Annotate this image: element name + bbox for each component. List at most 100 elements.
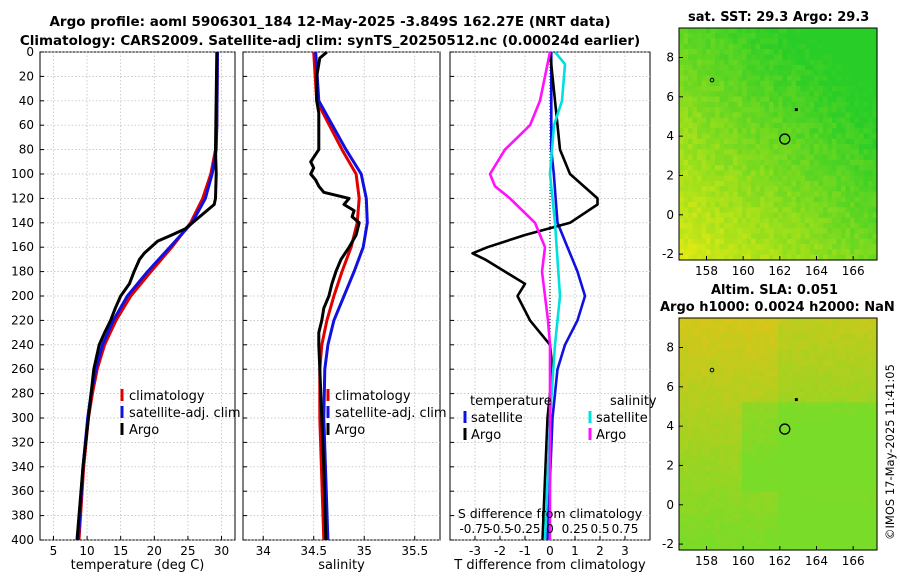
map-cell — [818, 528, 824, 535]
map-cell — [692, 328, 698, 335]
map-cell — [764, 397, 770, 403]
map-cell — [818, 444, 824, 451]
map-cell — [755, 518, 761, 525]
map-cell — [805, 64, 811, 71]
map-cell — [791, 228, 797, 235]
map-cell — [787, 249, 793, 256]
map-cell — [719, 544, 725, 551]
map-cell — [701, 428, 707, 435]
map-cell — [710, 170, 716, 177]
map-cell — [796, 502, 802, 509]
map-cell — [755, 122, 761, 129]
map-cell — [688, 323, 694, 330]
map-cell — [845, 86, 851, 92]
map-cell — [692, 539, 698, 546]
map-cell — [850, 539, 856, 546]
map-cell — [868, 534, 874, 541]
map-cell — [823, 191, 829, 198]
map-cell — [841, 217, 847, 224]
map-cell — [773, 534, 779, 541]
map-cell — [787, 70, 793, 77]
map-cell — [872, 138, 878, 145]
map-cell — [850, 397, 856, 403]
map-cell — [854, 428, 860, 435]
map-cell — [724, 244, 730, 251]
map-cell — [841, 86, 847, 92]
island-marker — [794, 398, 798, 402]
map-cell — [805, 523, 811, 530]
map-cell — [814, 407, 820, 414]
map-cell — [827, 86, 833, 92]
map-cell — [692, 202, 698, 208]
map-cell — [809, 107, 815, 113]
map-cell — [854, 497, 860, 504]
map-cell — [872, 186, 878, 193]
map-cell — [683, 217, 689, 224]
map-cell — [683, 544, 689, 551]
map-cell — [679, 407, 685, 414]
map-cell — [850, 381, 856, 388]
map-cell — [769, 523, 775, 530]
map-cell — [854, 128, 860, 135]
map-cell — [832, 186, 838, 193]
map-cell — [746, 528, 752, 535]
map-cell — [854, 528, 860, 535]
map-cell — [697, 460, 703, 467]
map-cell — [800, 339, 806, 345]
map-cell — [796, 344, 802, 351]
map-cell — [679, 217, 685, 224]
map-cell — [751, 154, 757, 161]
map-cell — [773, 339, 779, 345]
map-cell — [854, 476, 860, 483]
map-cell — [724, 170, 730, 177]
map-cell — [733, 470, 739, 477]
map-cell — [787, 544, 793, 551]
map-cell — [701, 328, 707, 335]
map-cell — [778, 460, 784, 467]
map-cell — [814, 223, 820, 229]
map-cell — [706, 70, 712, 77]
map-cell — [764, 75, 770, 82]
map-cell — [728, 444, 734, 451]
map-cell — [724, 434, 730, 440]
map-cell — [733, 33, 739, 40]
map-cell — [796, 418, 802, 425]
map-cell — [688, 170, 694, 177]
map-cell — [800, 376, 806, 382]
map-cell — [809, 444, 815, 451]
map-cell — [706, 486, 712, 493]
map-cell — [683, 486, 689, 493]
map-cell — [782, 486, 788, 493]
map-cell — [746, 455, 752, 461]
map-cell — [778, 492, 784, 498]
map-cell — [751, 434, 757, 440]
map-cell — [751, 492, 757, 498]
map-cell — [836, 402, 842, 409]
map-cell — [679, 439, 685, 446]
map-cell — [818, 455, 824, 461]
map-cell — [746, 238, 752, 245]
map-cell — [832, 507, 838, 514]
map-cell — [796, 323, 802, 330]
map-cell — [800, 455, 806, 461]
map-cell — [701, 207, 707, 214]
map-cell — [814, 64, 820, 71]
map-cell — [683, 180, 689, 187]
map-cell — [692, 412, 698, 419]
map-cell — [859, 122, 865, 129]
map-cell — [773, 365, 779, 372]
map-cell — [688, 439, 694, 446]
map-cell — [832, 107, 838, 113]
map-cell — [796, 381, 802, 388]
map-cell — [809, 513, 815, 519]
map-cell — [809, 70, 815, 77]
map-cell — [715, 465, 721, 472]
map-cell — [818, 381, 824, 388]
map-cell — [854, 513, 860, 519]
map-cell — [760, 212, 766, 219]
map-cell — [733, 318, 739, 324]
map-cell — [827, 249, 833, 256]
map-cell — [773, 165, 779, 171]
map-cell — [706, 460, 712, 467]
map-cell — [728, 386, 734, 393]
